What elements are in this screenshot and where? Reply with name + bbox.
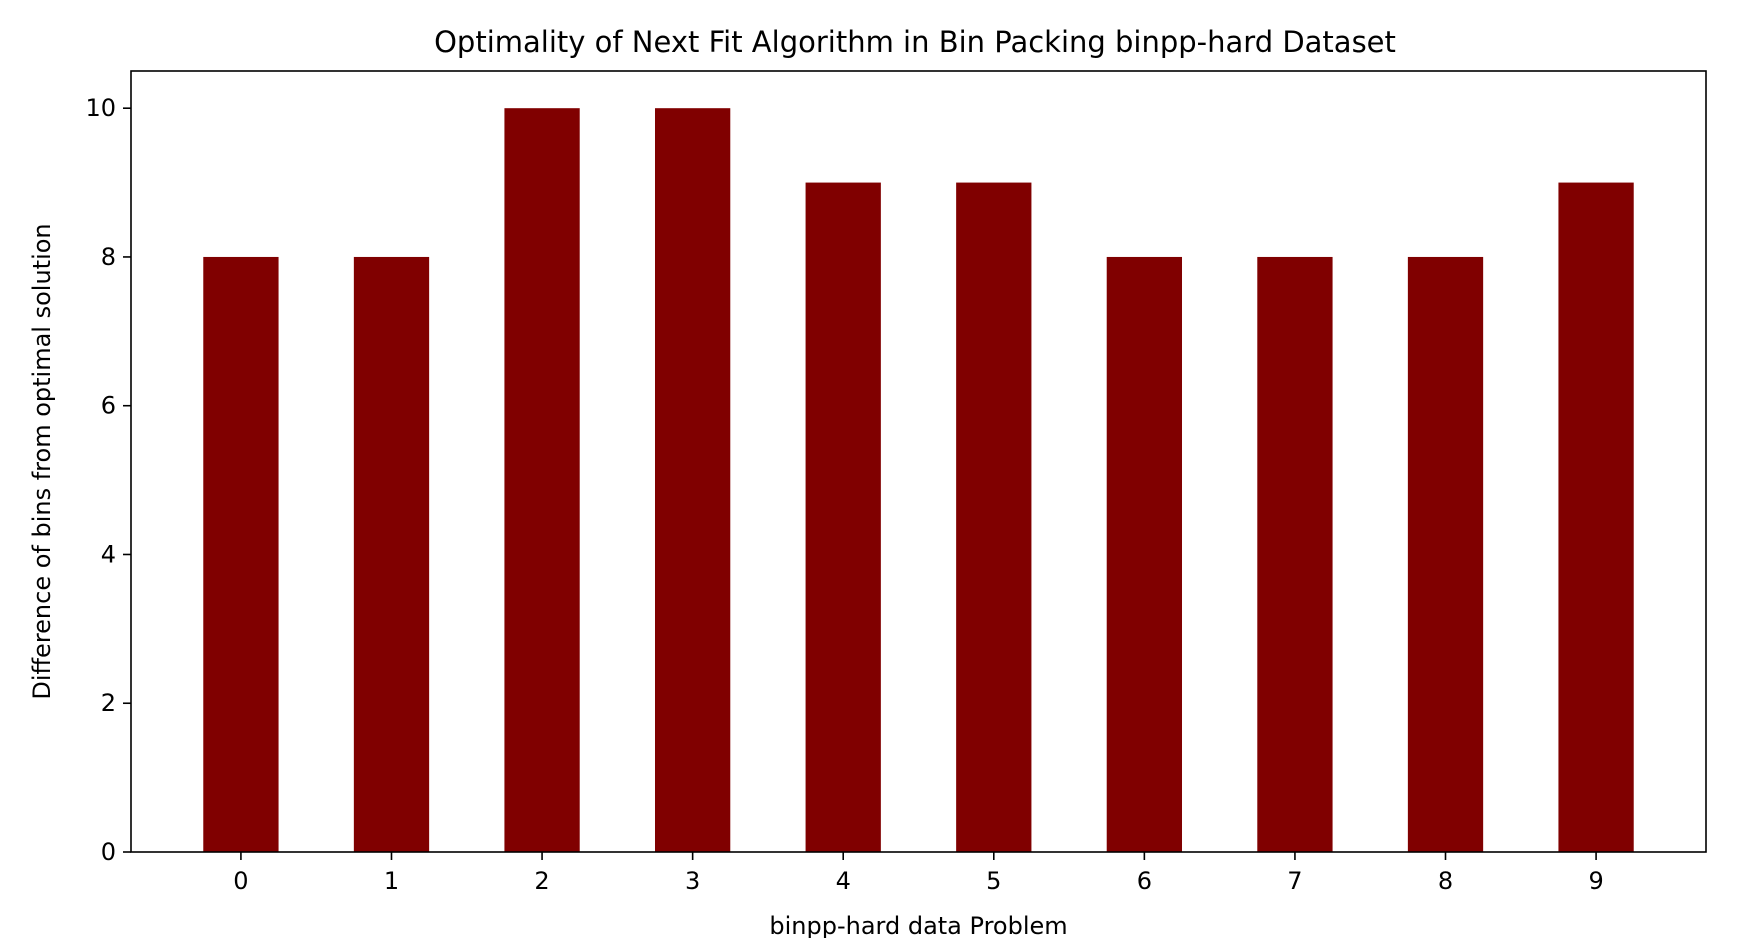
x-tick-label: 1	[384, 867, 399, 895]
x-tick-label: 4	[836, 867, 851, 895]
y-axis: 0 2 4 6 8 10	[85, 94, 131, 866]
x-tick-label: 8	[1438, 867, 1453, 895]
x-axis-label: binpp-hard data Problem	[769, 912, 1067, 938]
bar-6	[1106, 256, 1183, 852]
bar-7	[1257, 256, 1333, 852]
y-tick-label: 10	[85, 94, 116, 122]
x-tick-label: 3	[685, 867, 700, 895]
y-tick-label: 4	[101, 540, 116, 568]
x-tick-label: 9	[1588, 867, 1603, 895]
bar-3	[654, 108, 731, 852]
plot-frame	[130, 70, 1707, 853]
y-tick-label: 0	[101, 838, 116, 866]
bar-5	[956, 182, 1032, 853]
bars-group	[203, 108, 1634, 853]
x-tick-label: 0	[233, 867, 248, 895]
x-tick-label: 7	[1287, 867, 1302, 895]
bar-9	[1558, 182, 1634, 853]
bar-4	[805, 182, 881, 853]
bar-2	[504, 108, 580, 852]
y-tick-label: 8	[101, 243, 116, 271]
bar-8	[1407, 256, 1484, 852]
chart-title: Optimality of Next Fit Algorithm in Bin …	[434, 25, 1396, 59]
x-tick-label: 5	[986, 867, 1001, 895]
bar-0	[203, 256, 279, 852]
y-tick-label: 2	[101, 689, 116, 717]
bar-1	[353, 256, 430, 852]
x-axis: 0 1 2 3 4 5 6 7 8 9	[233, 852, 1604, 895]
x-tick-label: 6	[1137, 867, 1152, 895]
y-axis-label: Difference of bins from optimal solution	[28, 223, 56, 699]
x-tick-label: 2	[534, 867, 549, 895]
y-tick-label: 6	[101, 392, 116, 420]
